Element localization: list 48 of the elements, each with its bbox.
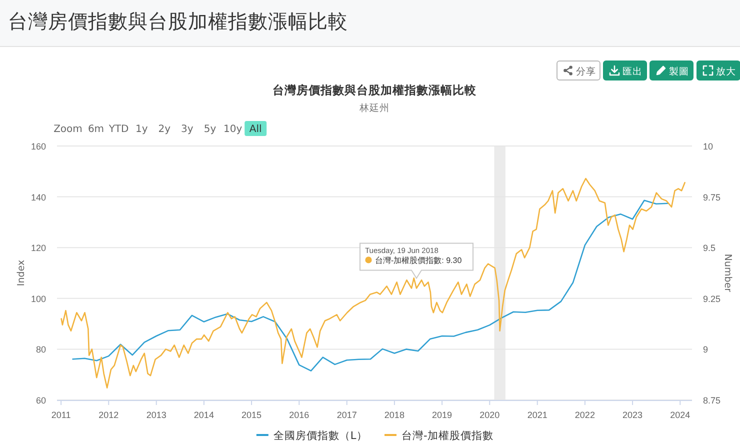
y2-tick-label: 9 xyxy=(703,344,708,355)
y-tick-label: 140 xyxy=(30,192,46,202)
text: 10y xyxy=(223,124,242,135)
x-tick-label: 2020 xyxy=(480,410,500,420)
button: 放大 xyxy=(696,60,740,80)
x-tick-label: 2021 xyxy=(527,410,548,420)
text: 3y xyxy=(181,124,194,135)
x-tick-label: 2024 xyxy=(670,410,690,420)
x-tick-label: 2017 xyxy=(336,410,357,420)
button: 製圖 xyxy=(650,60,694,80)
x-tick-label: 2015 xyxy=(242,410,262,420)
text: 6m xyxy=(88,124,104,135)
legend-label: 全國房價指數（L） xyxy=(273,429,368,442)
text: Zoom xyxy=(54,124,82,135)
x-tick-label: 2022 xyxy=(574,410,595,420)
chart-title: 台灣房價指數與台股加權指數漲幅比較 xyxy=(8,10,348,33)
button: 匯出 xyxy=(603,60,647,80)
y2-tick-label: 9.25 xyxy=(703,294,721,304)
x-tick-label: 2019 xyxy=(432,410,452,420)
chart-subtitle: 台灣房價指數與台股加權指數漲幅比較 xyxy=(272,83,478,97)
y-tick-label: 80 xyxy=(36,344,46,355)
x-tick-label: 2016 xyxy=(289,410,310,420)
line-series xyxy=(72,200,669,372)
y-tick-label: 100 xyxy=(30,294,46,304)
line-series xyxy=(60,178,686,388)
text: 2y xyxy=(158,124,171,135)
x-tick-label: 2011 xyxy=(51,410,71,420)
y2-tick-label: 10 xyxy=(703,142,714,152)
x-tick-label: 2013 xyxy=(146,410,166,420)
text: 1y xyxy=(135,124,148,135)
button: All xyxy=(244,121,267,136)
text: 5y xyxy=(204,124,216,135)
y2-tick-label: 9.75 xyxy=(703,192,721,202)
y-tick-label: 60 xyxy=(36,396,46,406)
y2-axis-title: Number xyxy=(722,254,733,292)
y2-tick-label: 8.75 xyxy=(703,396,721,406)
y-tick-label: 120 xyxy=(30,243,46,254)
y-axis-title: Index xyxy=(16,260,27,286)
y-tick-label: 160 xyxy=(30,142,46,152)
x-tick-label: 2023 xyxy=(622,410,643,420)
button: 分享 xyxy=(556,60,600,80)
legend-label: 台灣-加權股價指數 xyxy=(402,429,494,442)
x-tick-label: 2014 xyxy=(194,410,214,420)
y2-tick-label: 9.5 xyxy=(703,243,716,254)
text: 林廷州 xyxy=(358,102,390,114)
text: YTD xyxy=(108,124,130,135)
x-tick-label: 2018 xyxy=(384,410,404,420)
x-tick-label: 2012 xyxy=(98,410,119,420)
